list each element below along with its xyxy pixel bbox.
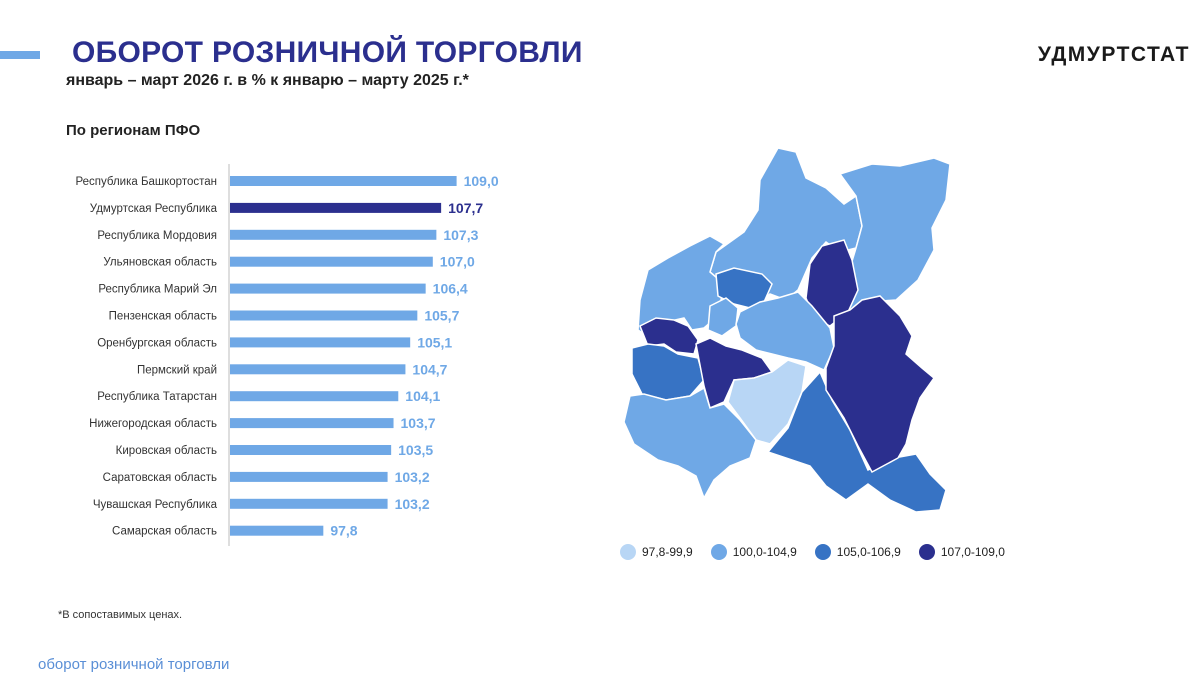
category-label: Удмуртская Республика xyxy=(90,203,218,215)
value-label: 109,0 xyxy=(464,173,499,189)
regions-bar-chart: Республика Башкортостан 109,0 Удмуртская Р… xyxy=(75,164,499,546)
map-legend: 97,8-99,9 100,0-104,9 105,0-106,9 107,0-… xyxy=(620,544,1005,560)
bar xyxy=(230,310,418,321)
value-label: 103,5 xyxy=(398,442,433,458)
bar xyxy=(230,337,411,348)
bar xyxy=(230,471,388,482)
bar xyxy=(230,445,392,455)
bar xyxy=(230,525,324,536)
value-label: 103,7 xyxy=(401,415,436,431)
category-label: Республика Марий Эл xyxy=(98,284,217,296)
value-label: 104,7 xyxy=(412,361,447,377)
category-label: Ульяновская область xyxy=(103,257,217,269)
bar xyxy=(230,418,394,429)
bar xyxy=(230,364,406,375)
legend-item: 100,0-104,9 xyxy=(710,544,797,560)
chart-section-title: По регионам ПФО xyxy=(66,122,201,139)
category-label: Чувашская Республика xyxy=(93,499,218,511)
value-label: 107,7 xyxy=(448,200,483,216)
bar xyxy=(230,391,399,402)
category-label: Саратовская область xyxy=(103,472,217,484)
map-region-perm xyxy=(837,157,951,320)
category-label: Республика Мордовия xyxy=(97,230,217,242)
category-label: Республика Татарстан xyxy=(97,391,217,403)
legend-item: 107,0-109,0 xyxy=(918,544,1005,560)
category-label: Пермский край xyxy=(137,364,217,376)
legend-item: 105,0-106,9 xyxy=(814,544,901,560)
value-label: 97,8 xyxy=(330,523,357,539)
map-region-tatarstan xyxy=(735,291,835,371)
value-label: 107,3 xyxy=(443,227,478,243)
value-label: 103,2 xyxy=(395,496,430,512)
footnote: *В сопоставимых ценах. xyxy=(58,609,183,621)
footer-label: оборот розничной торговли xyxy=(38,656,230,673)
category-label: Кировская область xyxy=(116,445,217,457)
category-label: Самарская область xyxy=(112,526,217,538)
bar xyxy=(230,283,426,294)
legend-swatch xyxy=(710,544,727,560)
brand-logo-text: УДМУРТСТАТ xyxy=(1037,43,1190,66)
legend-swatch xyxy=(620,544,636,560)
bar xyxy=(230,256,433,267)
map-region-saratov xyxy=(623,386,757,500)
bar xyxy=(230,176,457,186)
category-label: Республика Башкортостан xyxy=(75,176,217,188)
regions-map xyxy=(623,147,951,513)
value-label: 106,4 xyxy=(433,281,468,297)
category-label: Оренбургская область xyxy=(97,337,217,349)
bar xyxy=(230,498,388,509)
value-label: 104,1 xyxy=(405,388,440,404)
legend-swatch xyxy=(814,544,831,560)
legend-label: 97,8-99,9 xyxy=(642,545,693,559)
category-label: Пензенская область xyxy=(109,311,217,323)
legend-item: 97,8-99,9 xyxy=(620,544,693,560)
bar xyxy=(230,202,442,213)
value-label: 105,1 xyxy=(417,334,452,350)
value-label: 103,2 xyxy=(395,469,430,485)
map-region-bashkortostan xyxy=(825,295,936,474)
legend-label: 105,0-106,9 xyxy=(836,545,901,559)
legend-label: 107,0-109,0 xyxy=(940,545,1005,559)
page-title: ОБОРОТ РОЗНИЧНОЙ ТОРГОВЛИ xyxy=(72,36,583,69)
accent-bar xyxy=(0,51,40,59)
legend-label: 100,0-104,9 xyxy=(732,545,797,559)
page-subtitle: январь – март 2026 г. в % к январю – мар… xyxy=(66,72,469,89)
value-label: 105,7 xyxy=(424,308,459,324)
legend-swatch xyxy=(918,544,935,560)
category-label: Нижегородская область xyxy=(89,418,217,430)
bar xyxy=(230,229,437,240)
value-label: 107,0 xyxy=(440,254,475,270)
